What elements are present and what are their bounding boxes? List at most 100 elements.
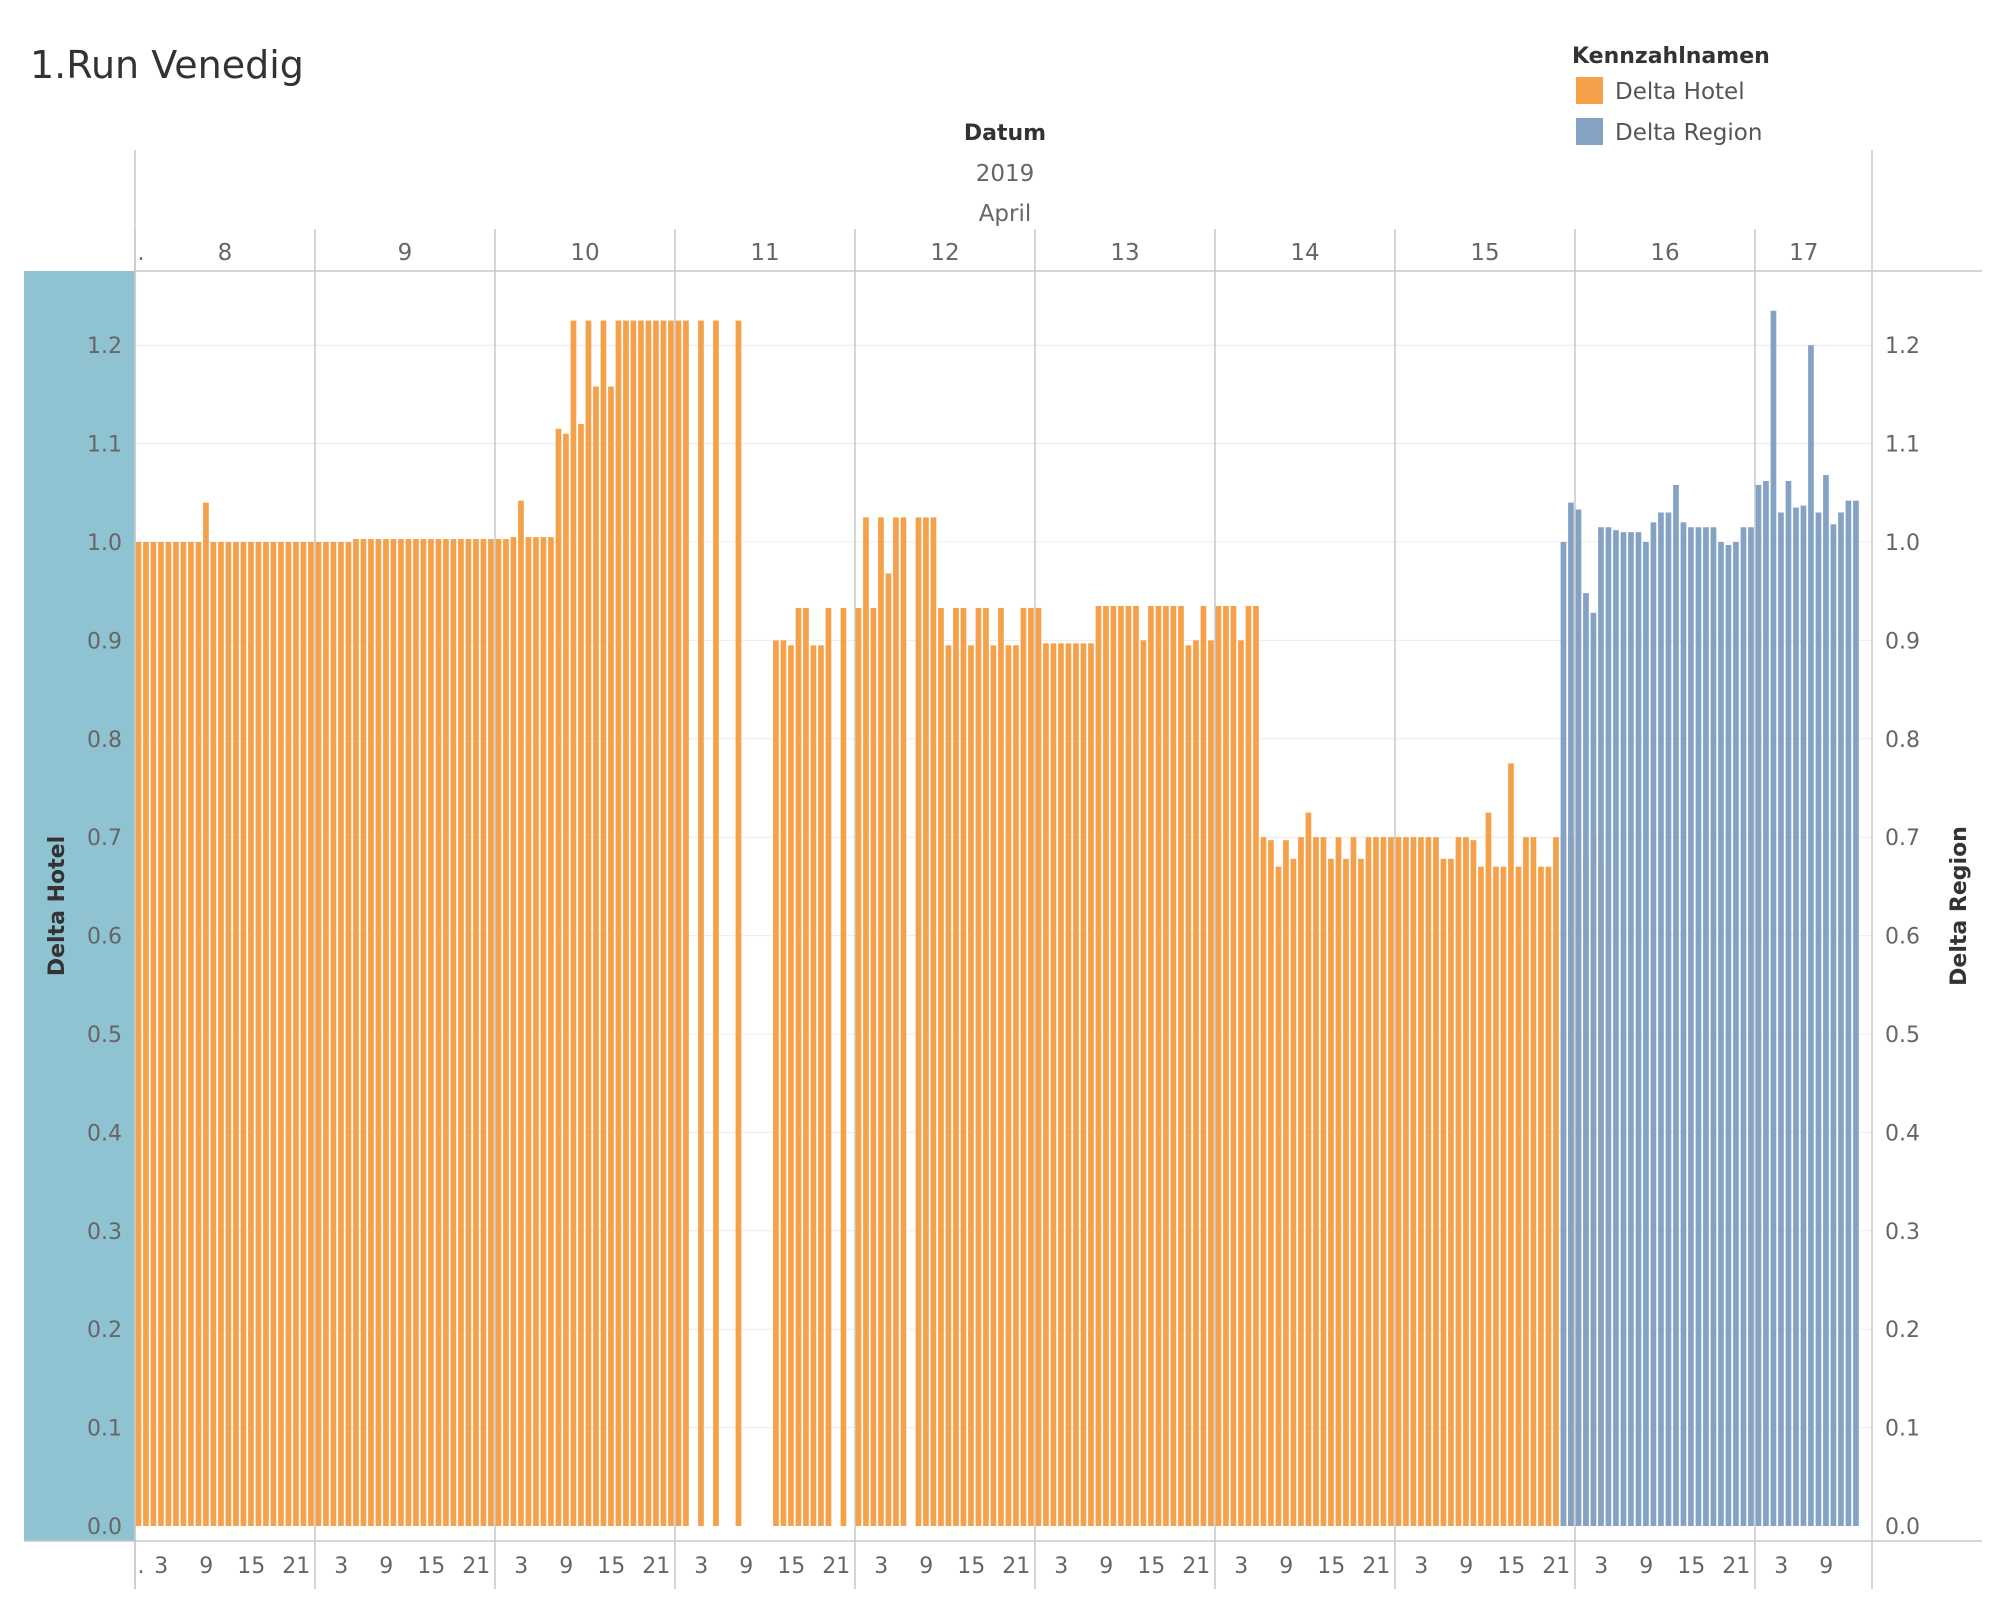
y-tick-left: 0.1	[87, 1417, 122, 1442]
bar-delta-hotel	[315, 542, 322, 1526]
bar-delta-hotel	[1515, 866, 1522, 1526]
bar-delta-region	[1643, 542, 1649, 1526]
bar-delta-region	[1620, 532, 1627, 1526]
bar-delta-hotel	[660, 320, 667, 1527]
y-tick-left: 0.2	[87, 1318, 122, 1343]
bar-delta-hotel	[1073, 643, 1079, 1526]
bar-delta-region	[1650, 522, 1657, 1526]
x-tick: 3	[334, 1554, 348, 1579]
bar-delta-hotel	[1523, 837, 1529, 1526]
y-tick-right: 0.5	[1885, 1023, 1920, 1048]
bar-delta-hotel	[773, 640, 779, 1526]
bar-delta-hotel	[1305, 812, 1312, 1526]
bar-delta-hotel	[675, 320, 682, 1527]
day-label: 15	[1470, 240, 1499, 266]
bar-delta-region	[1733, 542, 1739, 1526]
x-tick: 21	[822, 1554, 850, 1579]
legend-swatch-delta-region[interactable]	[1576, 118, 1603, 145]
bar-delta-hotel	[510, 537, 517, 1526]
bar-delta-hotel	[1455, 837, 1462, 1526]
bar-delta-region	[1605, 527, 1612, 1526]
bar-delta-hotel	[293, 542, 299, 1526]
x-tick: 15	[957, 1554, 985, 1579]
bar-delta-hotel	[1050, 643, 1057, 1526]
x-tick: 15	[237, 1554, 265, 1579]
bar-delta-hotel	[968, 645, 974, 1526]
bar-delta-region	[1673, 484, 1679, 1527]
bar-delta-hotel	[1440, 858, 1447, 1526]
x-tick: 9	[1099, 1554, 1113, 1579]
x-tick: 9	[739, 1554, 753, 1579]
bar-delta-hotel	[270, 542, 277, 1526]
right-axis-title: Delta Region	[1947, 826, 1972, 986]
x-tick: 9	[199, 1554, 213, 1579]
header-datum: Datum	[964, 121, 1046, 146]
bar-delta-hotel	[1080, 643, 1087, 1526]
bar-delta-region	[1680, 522, 1687, 1526]
y-tick-left: 0.3	[87, 1220, 122, 1245]
bar-delta-region	[1590, 612, 1597, 1526]
bar-delta-hotel	[263, 542, 269, 1526]
y-tick-left: 0.4	[87, 1121, 122, 1146]
bar-delta-region	[1718, 542, 1724, 1526]
bar-delta-region	[1613, 530, 1619, 1526]
bar-delta-hotel	[1193, 640, 1199, 1526]
y-tick-right: 0.7	[1885, 826, 1920, 851]
bar-delta-hotel	[495, 539, 502, 1526]
y-tick-right: 0.9	[1885, 629, 1920, 654]
bar-delta-hotel	[863, 517, 869, 1526]
bar-delta-hotel	[945, 645, 952, 1526]
x-tick: 15	[1317, 1554, 1345, 1579]
bar-delta-hotel	[1133, 605, 1139, 1526]
y-tick-right: 0.8	[1885, 728, 1920, 753]
y-tick-left: 0.7	[87, 826, 122, 851]
x-tick: 15	[1137, 1554, 1165, 1579]
bar-delta-hotel	[1028, 607, 1034, 1526]
bar-delta-hotel	[1140, 640, 1147, 1526]
x-tick: 3	[1414, 1554, 1428, 1579]
bar-delta-hotel	[375, 539, 382, 1526]
bar-delta-hotel	[780, 640, 787, 1526]
x-tick: 3	[1594, 1554, 1608, 1579]
y-tick-right: 0.6	[1885, 925, 1920, 950]
bar-delta-hotel	[975, 607, 982, 1526]
day-label: 17	[1789, 240, 1818, 266]
bar-delta-hotel	[585, 320, 592, 1527]
bar-delta-region	[1658, 512, 1664, 1526]
y-tick-right: 0.0	[1885, 1515, 1920, 1540]
left-axis-title: Delta Hotel	[45, 836, 70, 976]
day-stub-label: .	[138, 241, 145, 266]
bar-delta-hotel	[1545, 866, 1552, 1526]
bar-delta-hotel	[1208, 640, 1214, 1526]
bar-delta-region	[1628, 532, 1634, 1526]
bar-delta-hotel	[1148, 605, 1154, 1526]
bar-delta-region	[1748, 527, 1754, 1526]
x-tick: 3	[694, 1554, 708, 1579]
bar-delta-hotel	[1410, 837, 1417, 1526]
bar-delta-hotel	[218, 542, 224, 1526]
bar-delta-hotel	[135, 542, 142, 1526]
bar-delta-hotel	[225, 542, 232, 1526]
bar-delta-hotel	[1403, 837, 1409, 1526]
bar-delta-hotel	[683, 320, 689, 1527]
bar-delta-hotel	[735, 320, 742, 1527]
legend-swatch-delta-hotel[interactable]	[1576, 77, 1603, 104]
bar-delta-region	[1830, 524, 1837, 1526]
bar-delta-hotel	[338, 542, 344, 1526]
bar-delta-region	[1575, 509, 1582, 1526]
bar-delta-hotel	[248, 542, 254, 1526]
bar-delta-hotel	[630, 320, 637, 1527]
bar-delta-hotel	[998, 607, 1004, 1526]
x-tick: 9	[1639, 1554, 1653, 1579]
bar-delta-hotel	[1238, 640, 1244, 1526]
bar-delta-hotel	[1065, 643, 1072, 1526]
bar-delta-hotel	[615, 320, 622, 1527]
y-tick-right: 0.3	[1885, 1220, 1920, 1245]
y-tick-right: 1.1	[1885, 433, 1920, 458]
x-tick: 15	[597, 1554, 625, 1579]
bar-delta-hotel	[1470, 840, 1477, 1526]
y-tick-right: 1.2	[1885, 334, 1920, 359]
bar-delta-hotel	[525, 537, 532, 1526]
bar-delta-hotel	[1395, 837, 1402, 1526]
bar-delta-hotel	[593, 386, 599, 1526]
